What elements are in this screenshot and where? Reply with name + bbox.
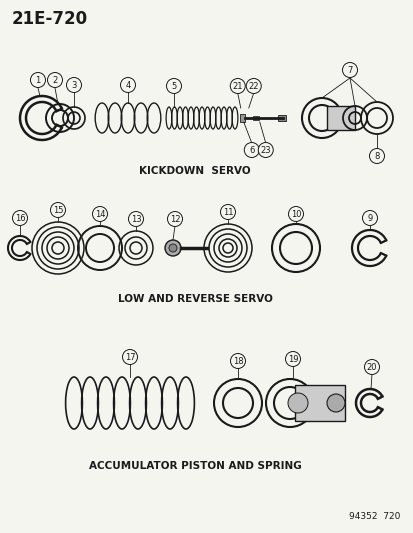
Text: 13: 13 [131,214,141,223]
Text: 12: 12 [169,214,180,223]
Text: 15: 15 [52,206,63,214]
Circle shape [122,350,137,365]
Text: 17: 17 [124,352,135,361]
Circle shape [166,78,181,93]
Text: 3: 3 [71,80,76,90]
Circle shape [31,72,45,87]
Circle shape [169,244,177,252]
Circle shape [342,62,357,77]
Text: 21E-720: 21E-720 [12,10,88,28]
Circle shape [220,205,235,220]
Bar [326,106,354,130]
Bar [277,115,285,121]
Circle shape [120,77,135,93]
Text: 11: 11 [222,207,233,216]
Text: 21: 21 [232,82,242,91]
Text: 2: 2 [52,76,57,85]
Text: 7: 7 [347,66,352,75]
Circle shape [47,72,62,87]
Text: KICKDOWN  SERVO: KICKDOWN SERVO [139,166,250,176]
Bar [239,114,244,122]
Text: 18: 18 [232,357,243,366]
Circle shape [66,77,81,93]
Circle shape [167,212,182,227]
Text: LOW AND REVERSE SERVO: LOW AND REVERSE SERVO [117,294,272,304]
Text: 94352  720: 94352 720 [348,512,399,521]
Circle shape [12,211,27,225]
Text: 20: 20 [366,362,376,372]
Bar [294,385,344,421]
Circle shape [287,393,307,413]
Circle shape [230,78,244,93]
Text: 19: 19 [287,354,297,364]
Text: 4: 4 [125,80,131,90]
Text: 6: 6 [249,146,254,155]
Text: 14: 14 [95,209,105,219]
Circle shape [362,211,377,225]
Circle shape [128,212,143,227]
Circle shape [230,353,245,368]
Text: 5: 5 [171,82,176,91]
Circle shape [244,142,259,157]
Text: ACCUMULATOR PISTON AND SPRING: ACCUMULATOR PISTON AND SPRING [88,461,301,471]
Text: 10: 10 [290,209,301,219]
Circle shape [326,394,344,412]
Circle shape [369,149,384,164]
Circle shape [258,142,273,157]
Circle shape [92,206,107,222]
Circle shape [363,359,379,375]
Text: 9: 9 [366,214,372,222]
Text: 8: 8 [373,151,379,160]
Circle shape [285,351,300,367]
Circle shape [246,78,261,93]
Text: 22: 22 [248,82,259,91]
Bar [252,116,258,120]
Text: 1: 1 [35,76,40,85]
Circle shape [50,203,65,217]
Circle shape [165,240,180,256]
Text: 16: 16 [14,214,25,222]
Text: 23: 23 [260,146,271,155]
Circle shape [288,206,303,222]
